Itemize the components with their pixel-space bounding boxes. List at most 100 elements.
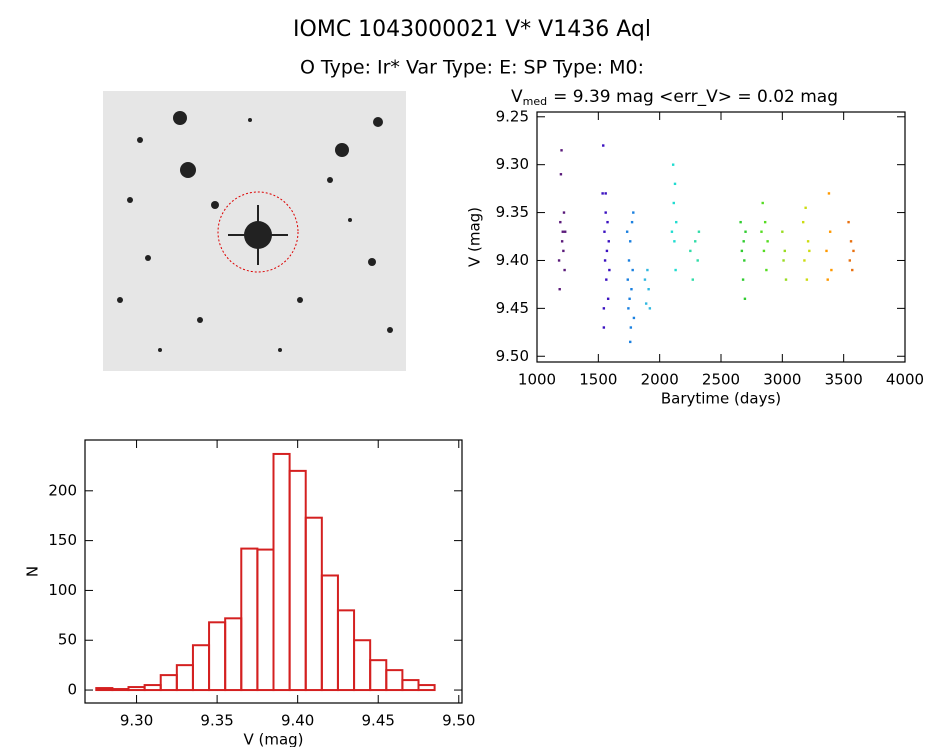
data-point: [608, 268, 611, 272]
data-point: [562, 249, 565, 253]
data-point: [763, 220, 767, 224]
histogram-bar: [224, 617, 243, 692]
data-point: [825, 249, 828, 253]
data-point: [604, 211, 607, 214]
data-point: [760, 230, 763, 233]
data-point: [630, 288, 633, 291]
data-point: [646, 268, 649, 272]
data-point: [561, 230, 564, 233]
data-point: [851, 268, 854, 272]
data-point: [672, 201, 675, 205]
data-point: [627, 259, 631, 262]
title-symbol: V: [511, 87, 523, 107]
data-point: [849, 240, 853, 243]
histogram-bar: [127, 686, 146, 692]
data-point: [606, 297, 610, 300]
histogram-bar: [385, 669, 404, 692]
histogram-bar: [95, 687, 114, 692]
x-tick-label: 9.40: [281, 712, 314, 730]
plot-frame: [536, 111, 906, 363]
histogram-bar: [240, 547, 259, 692]
data-point: [783, 249, 786, 253]
data-point: [743, 297, 747, 300]
histogram-bar: [304, 516, 323, 692]
data-point: [629, 240, 632, 243]
data-point: [765, 268, 768, 272]
histogram-bar: [256, 548, 275, 692]
data-point: [691, 278, 694, 281]
data-point: [782, 259, 785, 262]
data-point: [689, 249, 692, 253]
data-point: [601, 192, 604, 195]
page-title: IOMC 1043000021 V* V1436 Aql: [293, 17, 651, 42]
data-point: [625, 230, 629, 233]
y-tick-label: 100: [48, 581, 77, 599]
data-point: [740, 249, 744, 253]
x-tick-label: 9.50: [442, 712, 475, 730]
data-point: [564, 230, 567, 233]
histogram-bar: [208, 621, 227, 692]
chart-title: Vmed = 9.39 mag <err_V> = 0.02 mag: [511, 87, 838, 108]
data-point: [560, 240, 564, 243]
histogram-bar: [143, 684, 162, 692]
data-point: [673, 240, 676, 243]
x-axis-label: Barytime (days): [661, 390, 781, 408]
data-point: [848, 259, 851, 262]
x-tick-label: 1000: [518, 371, 556, 389]
data-point: [697, 230, 701, 233]
data-point: [632, 316, 636, 320]
data-point: [781, 230, 784, 233]
data-point: [803, 259, 806, 262]
x-tick-label: 2000: [641, 371, 679, 389]
data-point: [674, 268, 677, 272]
data-point: [629, 340, 632, 344]
histogram-bar: [336, 609, 356, 692]
title-text: = 9.39 mag <err_V> = 0.02 mag: [553, 87, 838, 107]
data-point: [629, 326, 633, 329]
y-tick-label: 9.25: [496, 107, 529, 125]
data-point: [602, 144, 605, 147]
page-subtitle: O Type: Ir* Var Type: E: SP Type: M0:: [300, 57, 644, 79]
data-point: [627, 307, 630, 310]
data-point: [632, 211, 635, 214]
data-point: [643, 278, 647, 281]
y-tick-label: 9.45: [496, 299, 529, 317]
data-point: [805, 278, 809, 281]
y-tick-label: 150: [48, 531, 77, 549]
x-tick-label: 4000: [886, 371, 924, 389]
y-tick-label: 50: [58, 631, 77, 649]
data-point: [631, 268, 634, 272]
plot-frame: [84, 439, 463, 704]
x-tick-label: 9.35: [200, 712, 233, 730]
data-point: [557, 259, 561, 262]
y-tick-label: 9.30: [496, 155, 529, 173]
data-point: [762, 249, 766, 253]
data-point: [852, 249, 855, 253]
data-point: [694, 240, 697, 243]
y-tick-label: 9.40: [496, 251, 529, 269]
data-point: [804, 206, 807, 209]
data-point: [808, 249, 811, 253]
histogram-bar: [320, 574, 339, 692]
data-point: [559, 220, 562, 224]
data-point: [605, 278, 608, 281]
data-point: [605, 249, 609, 253]
histogram-bar: [175, 664, 194, 692]
data-point: [563, 268, 566, 272]
data-point: [744, 230, 747, 233]
x-axis-label: V (mag): [243, 731, 303, 748]
data-point: [826, 278, 829, 281]
y-tick-label: 9.50: [496, 347, 529, 365]
data-point: [607, 240, 610, 243]
data-point: [828, 230, 832, 233]
histogram-bar: [353, 639, 372, 692]
data-point: [559, 173, 563, 176]
histogram-bar: [111, 688, 130, 692]
data-point: [696, 259, 699, 262]
data-point: [558, 288, 561, 291]
histogram-bar: [191, 644, 211, 692]
data-point: [830, 268, 833, 272]
data-point: [673, 182, 677, 186]
x-tick-label: 9.45: [362, 712, 395, 730]
